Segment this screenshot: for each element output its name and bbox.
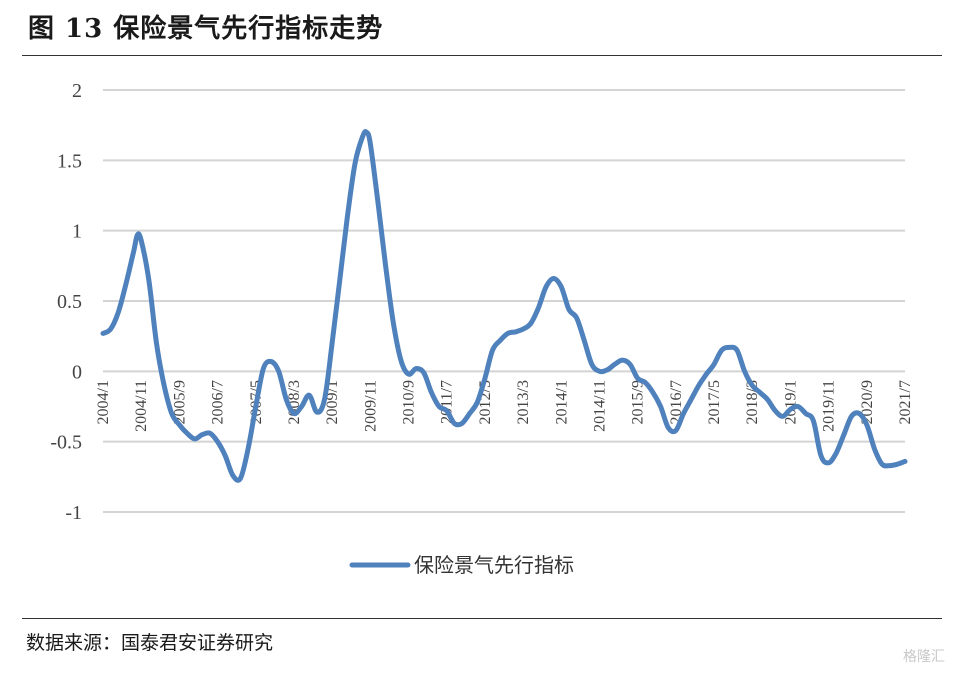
legend: 保险景气先行指标: [349, 553, 574, 577]
top-divider: [22, 55, 942, 56]
series-line-insurance-indicator: [100, 129, 908, 483]
source-note: 数据来源：国泰君安证券研究: [26, 632, 274, 654]
y-tick-label: -0.5: [50, 432, 82, 454]
x-tick-label: 2020/9: [859, 380, 876, 424]
x-tick-label: 2013/3: [515, 380, 532, 424]
x-tick-label: 2010/9: [401, 380, 418, 424]
x-tick-label: 2014/1: [553, 380, 570, 424]
y-tick-label: 1: [72, 221, 82, 243]
y-tick-label: 0.5: [57, 291, 82, 313]
x-tick-label: 2017/5: [706, 380, 723, 424]
x-tick-label: 2011/7: [439, 380, 456, 424]
chart-title: 图 13 保险景气先行指标走势: [28, 14, 384, 44]
x-tick-label: 2005/9: [171, 380, 188, 424]
y-tick-label: 0: [72, 361, 82, 383]
y-tick-label: 2: [72, 80, 82, 102]
y-axis-ticks: 2 1.5 1 0.5 0 -0.5 -1: [50, 80, 82, 524]
x-tick-label: 2004/11: [133, 380, 150, 432]
x-tick-label: 2016/7: [668, 380, 685, 424]
x-tick-label: 2019/11: [821, 380, 838, 432]
x-tick-label: 2009/11: [362, 380, 379, 432]
x-axis-ticks: 2004/1 2004/11 2005/9 2006/7 2007/5 2008/3 200…: [95, 380, 914, 432]
y-tick-label: -1: [65, 502, 82, 524]
series-group: [100, 129, 908, 483]
watermark: 格隆汇: [903, 649, 945, 665]
bottom-divider: [22, 618, 942, 619]
gridlines: [103, 89, 905, 513]
x-tick-label: 2015/9: [630, 380, 647, 424]
x-tick-label: 2021/7: [897, 380, 914, 424]
x-tick-label: 2004/1: [95, 380, 112, 424]
y-tick-label: 1.5: [57, 150, 82, 172]
x-tick-label: 2006/7: [210, 380, 227, 424]
x-tick-label: 2014/11: [591, 380, 608, 432]
legend-label: 保险景气先行指标: [414, 553, 574, 577]
